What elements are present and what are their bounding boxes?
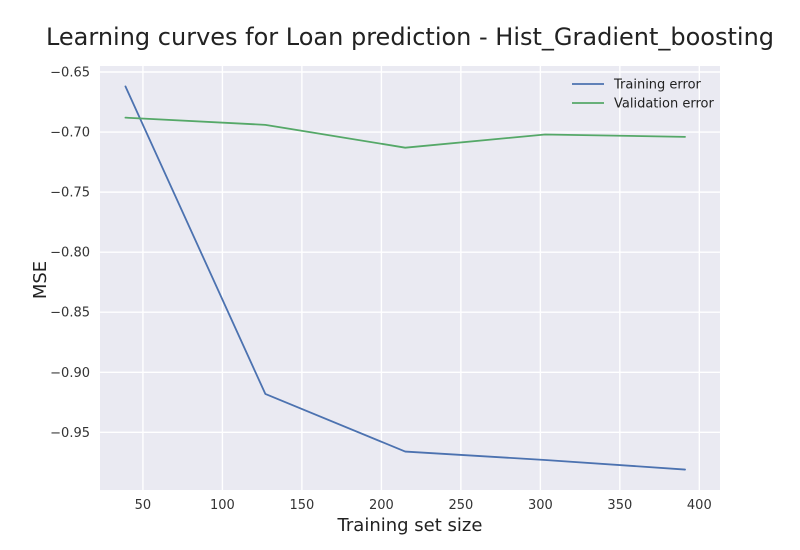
- x-tick-label: 200: [369, 498, 394, 513]
- x-tick-label: 400: [687, 498, 712, 513]
- legend-label: Training error: [613, 78, 702, 93]
- x-tick-label: 100: [210, 498, 235, 513]
- y-tick-label: −0.65: [50, 66, 90, 81]
- x-tick-label: 150: [289, 498, 314, 513]
- y-tick-label: −0.75: [50, 186, 90, 201]
- x-tick-label: 350: [607, 498, 632, 513]
- y-tick-label: −0.90: [50, 366, 90, 381]
- y-tick-label: −0.80: [50, 246, 90, 261]
- x-tick-label: 300: [528, 498, 553, 513]
- plot-background: [100, 66, 720, 490]
- legend-label: Validation error: [614, 97, 714, 112]
- x-tick-label: 250: [448, 498, 473, 513]
- x-tick-labels: 50 100 150 200 250 300 350 400: [135, 498, 712, 513]
- chart-title: Learning curves for Loan prediction - Hi…: [46, 23, 774, 51]
- y-axis-label: MSE: [30, 261, 51, 299]
- x-axis-label: Training set size: [337, 515, 483, 536]
- y-tick-label: −0.85: [50, 306, 90, 321]
- y-tick-labels: −0.65 −0.70 −0.75 −0.80 −0.85 −0.90 −0.95: [50, 66, 90, 441]
- y-tick-label: −0.70: [50, 126, 90, 141]
- y-tick-label: −0.95: [50, 426, 90, 441]
- x-tick-label: 50: [135, 498, 152, 513]
